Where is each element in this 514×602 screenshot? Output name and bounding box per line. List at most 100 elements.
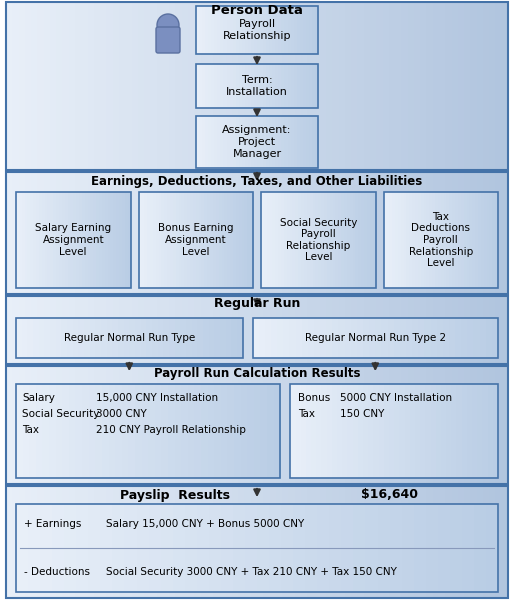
Bar	[50, 318, 56, 358]
Bar	[69, 172, 76, 294]
Bar	[76, 384, 83, 478]
Bar	[354, 504, 366, 592]
Bar	[382, 172, 389, 294]
Bar	[489, 366, 496, 484]
Bar	[203, 318, 209, 358]
Bar	[312, 116, 316, 168]
Bar	[375, 318, 382, 358]
Bar	[290, 64, 294, 108]
Bar	[257, 486, 264, 598]
Bar	[219, 172, 226, 294]
Bar	[75, 172, 82, 294]
Bar	[138, 2, 144, 170]
Bar	[69, 2, 76, 170]
Bar	[351, 172, 358, 294]
Bar	[200, 172, 207, 294]
Bar	[364, 172, 371, 294]
Bar	[351, 486, 358, 598]
Bar	[138, 366, 144, 484]
Bar	[245, 6, 248, 54]
Bar	[358, 192, 362, 288]
Bar	[33, 318, 39, 358]
Bar	[339, 486, 345, 598]
Bar	[245, 2, 251, 170]
Bar	[401, 172, 408, 294]
Bar	[200, 296, 207, 364]
Bar	[254, 116, 258, 168]
Bar	[144, 486, 151, 598]
Bar	[69, 486, 76, 598]
Bar	[269, 172, 277, 294]
Bar	[113, 296, 119, 364]
Bar	[69, 366, 76, 484]
Bar	[245, 504, 258, 592]
Bar	[135, 384, 142, 478]
Text: $16,640: $16,640	[361, 488, 418, 501]
Bar	[338, 318, 345, 358]
Bar	[64, 504, 77, 592]
Bar	[461, 318, 468, 358]
Bar	[19, 192, 22, 288]
Bar	[458, 172, 465, 294]
Bar	[439, 172, 446, 294]
Bar	[213, 366, 220, 484]
Bar	[301, 192, 304, 288]
Bar	[31, 486, 38, 598]
Bar	[181, 192, 185, 288]
Bar	[358, 384, 363, 478]
Bar	[242, 6, 245, 54]
Bar	[290, 116, 294, 168]
Bar	[164, 192, 168, 288]
Bar	[439, 486, 446, 598]
Bar	[251, 2, 258, 170]
Bar	[389, 192, 393, 288]
Bar	[44, 486, 50, 598]
Bar	[439, 2, 446, 170]
Bar	[93, 192, 97, 288]
Bar	[282, 486, 289, 598]
Bar	[221, 6, 224, 54]
Bar	[87, 2, 95, 170]
Bar	[175, 366, 182, 484]
Bar	[213, 486, 220, 598]
Bar	[293, 116, 297, 168]
Bar	[132, 2, 138, 170]
Text: Social Security 3000 CNY + Tax 210 CNY + Tax 150 CNY: Social Security 3000 CNY + Tax 210 CNY +…	[106, 567, 397, 577]
Bar	[193, 192, 196, 288]
Bar	[125, 172, 132, 294]
Bar	[395, 486, 402, 598]
Bar	[295, 366, 301, 484]
Bar	[211, 6, 215, 54]
Bar	[287, 116, 291, 168]
Bar	[157, 172, 163, 294]
Bar	[316, 192, 319, 288]
Bar	[406, 318, 413, 358]
Bar	[326, 366, 333, 484]
Bar	[483, 2, 490, 170]
Bar	[219, 366, 226, 484]
Bar	[303, 64, 306, 108]
Bar	[27, 318, 33, 358]
Bar	[405, 384, 410, 478]
Bar	[95, 318, 101, 358]
Bar	[276, 116, 279, 168]
Bar	[344, 318, 351, 358]
Bar	[182, 366, 189, 484]
Bar	[341, 192, 344, 288]
Bar	[326, 486, 333, 598]
Bar	[44, 172, 50, 294]
Bar	[6, 366, 13, 484]
Bar	[301, 366, 308, 484]
Bar	[306, 6, 309, 54]
Bar	[395, 366, 402, 484]
Bar	[82, 192, 85, 288]
Bar	[213, 2, 220, 170]
Bar	[28, 504, 41, 592]
Bar	[207, 366, 214, 484]
Bar	[347, 384, 353, 478]
Bar	[169, 486, 176, 598]
Bar	[357, 366, 364, 484]
Bar	[106, 2, 113, 170]
Bar	[495, 366, 502, 484]
Bar	[400, 318, 407, 358]
